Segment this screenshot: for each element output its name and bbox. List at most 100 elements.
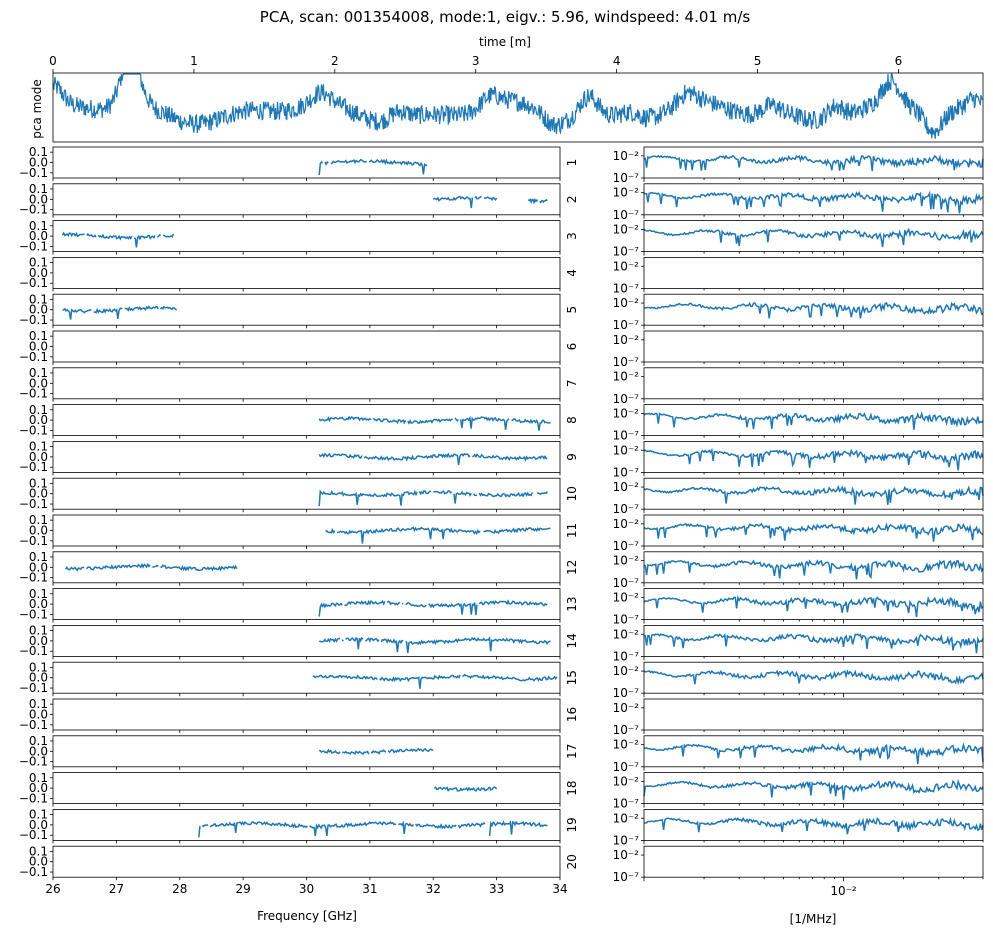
frequency-panel-14: 0.10.0−0.1 14 <box>19 624 579 660</box>
frequency-ytick-label: 0.0 <box>29 524 48 538</box>
frequency-ytick-label: −0.1 <box>19 276 48 290</box>
spectrum-series-9 <box>643 447 984 471</box>
frequency-ytick-label: −0.1 <box>19 681 48 695</box>
time-tick-label: 3 <box>472 54 480 68</box>
panel-index-label: 4 <box>565 269 579 277</box>
spectrum-ytick-label: 10⁻⁷ <box>613 649 640 663</box>
spectrum-series-11 <box>643 522 984 542</box>
panel-index-label: 14 <box>565 633 579 648</box>
spectrum-panel-frame <box>643 551 984 584</box>
frequency-ytick-label: 0.0 <box>29 560 48 574</box>
spectrum-series-17 <box>643 742 984 765</box>
spectrum-ytick-label: 10⁻² <box>613 370 640 384</box>
frequency-panel-12: 0.10.0−0.1 12 <box>19 550 579 586</box>
spectrum-ytick-label: 10⁻² <box>613 406 640 420</box>
panel-index-label: 19 <box>565 817 579 832</box>
spectrum-panel-frame <box>643 588 984 620</box>
frequency-panel-19: 0.10.0−0.1 19 <box>19 808 579 844</box>
spectrum-panel-frame <box>643 514 984 547</box>
frequency-panel-15: 0.10.0−0.1 15 <box>19 660 579 697</box>
spectrum-ytick-label: 10⁻² <box>613 443 640 457</box>
frequency-ytick-label: −0.1 <box>19 644 48 658</box>
frequency-ytick-label: −0.1 <box>19 755 48 769</box>
frequency-axis-label: Frequency [GHz] <box>257 909 357 923</box>
frequency-series-1-seg-1 <box>318 158 428 175</box>
spectrum-panel-frame <box>643 293 984 326</box>
frequency-ytick-label: 0.0 <box>29 855 48 869</box>
frequency-series-3-seg-1 <box>61 231 175 248</box>
frequency-series-10-seg-1 <box>318 489 548 507</box>
spectrum-ytick-label: 10⁻⁷ <box>613 870 640 884</box>
frequency-panel-16: 0.10.0−0.1 16 <box>19 697 579 733</box>
spectrum-ytick-label: 10⁻⁷ <box>613 392 640 406</box>
frequency-ytick-label: 0.1 <box>29 771 48 785</box>
spectrum-panel-13: 10⁻² 10⁻⁷ <box>613 588 984 627</box>
frequency-panel-4: 0.10.0−0.1 4 <box>19 256 579 292</box>
frequency-xtick-label: 32 <box>426 882 441 896</box>
frequency-ytick-label: 0.0 <box>29 744 48 758</box>
spectrum-panel-2: 10⁻² 10⁻⁷ <box>613 183 984 222</box>
spectrum-panel-18: 10⁻² 10⁻⁷ <box>613 772 984 811</box>
panel-index-label: 2 <box>565 195 579 203</box>
frequency-ytick-label: −0.1 <box>19 166 48 180</box>
spectrum-xtick-label: 10⁻² <box>830 884 857 898</box>
frequency-xtick-label: 31 <box>362 882 377 896</box>
frequency-panel-6: 0.10.0−0.1 6 <box>19 329 579 365</box>
spectrum-panel-8: 10⁻² 10⁻⁷ <box>613 404 984 443</box>
panel-index-label: 7 <box>565 379 579 387</box>
frequency-series-15-seg-1 <box>312 673 558 689</box>
spectrum-ytick-label: 10⁻⁷ <box>613 539 640 553</box>
frequency-series-5-seg-1 <box>62 305 178 320</box>
frequency-panel-frame <box>52 330 561 363</box>
frequency-series-14-seg-1 <box>319 636 551 654</box>
frequency-panel-9: 0.10.0−0.1 9 <box>19 440 579 476</box>
panel-index-label: 5 <box>565 306 579 314</box>
frequency-ytick-label: 0.1 <box>29 587 48 601</box>
frequency-ytick-label: 0.1 <box>29 182 48 196</box>
spectrum-panel-12: 10⁻² 10⁻⁷ <box>613 551 984 590</box>
frequency-panel-frame <box>52 367 561 400</box>
frequency-panel-2: 0.10.0−0.1 2 <box>19 182 579 218</box>
spectrum-ytick-label: 10⁻² <box>613 186 640 200</box>
spectrum-panel-frame <box>643 256 984 289</box>
spectrum-ytick-label: 10⁻⁷ <box>613 686 640 700</box>
spectrum-ytick-label: 10⁻² <box>613 627 640 641</box>
spectrum-panel-frame <box>643 477 984 510</box>
spectrum-series-13 <box>643 595 984 617</box>
spectrum-panels: 10⁻²10⁻⁷10⁻²10⁻⁷10⁻²10⁻⁷10⁻²10⁻⁷10⁻²10⁻⁷… <box>613 146 984 898</box>
frequency-panel-11: 0.10.0−0.1 11 <box>19 513 579 549</box>
panel-index-label: 18 <box>565 780 579 795</box>
frequency-ytick-label: 0.0 <box>29 818 48 832</box>
spectrum-panel-frame <box>643 809 984 841</box>
frequency-panel-20: 0.10.0−0.1 26 27 28 29 30 31 32 33 34 20 <box>19 844 579 896</box>
spectrum-panel-frame <box>643 367 984 400</box>
frequency-ytick-label: 0.1 <box>29 808 48 822</box>
spectrum-panel-frame <box>643 698 984 731</box>
spectrum-ytick-label: 10⁻² <box>613 333 640 347</box>
spectrum-panel-frame <box>643 404 984 437</box>
spectrum-panel-frame <box>643 845 984 878</box>
frequency-ytick-label: 0.1 <box>29 513 48 527</box>
spectrum-ytick-label: 10⁻² <box>613 848 640 862</box>
frequency-ytick-label: 0.0 <box>29 634 48 648</box>
time-tick-label: 0 <box>49 54 57 68</box>
frequency-series-19-seg-1 <box>198 820 548 838</box>
frequency-series-9-seg-1 <box>318 452 548 466</box>
frequency-xtick-label: 26 <box>45 882 60 896</box>
frequency-ytick-label: 0.1 <box>29 329 48 343</box>
panel-index-label: 10 <box>565 486 579 501</box>
frequency-panel-3: 0.10.0−0.1 3 <box>19 219 579 255</box>
panel-index-label: 12 <box>565 560 579 575</box>
spectrum-ytick-label: 10⁻² <box>613 222 640 236</box>
spectrum-panel-frame <box>643 146 984 179</box>
spectrum-panel-frame <box>643 661 984 694</box>
panel-index-label: 8 <box>565 416 579 424</box>
frequency-panel-frame <box>52 183 561 216</box>
spectrum-ytick-label: 10⁻² <box>613 259 640 273</box>
spectrum-panel-11: 10⁻² 10⁻⁷ <box>613 514 984 553</box>
frequency-series-13-seg-1 <box>318 599 548 617</box>
spectrum-series-15 <box>643 669 984 686</box>
spectrum-series-18 <box>643 778 984 801</box>
frequency-ytick-label: −0.1 <box>19 313 48 327</box>
